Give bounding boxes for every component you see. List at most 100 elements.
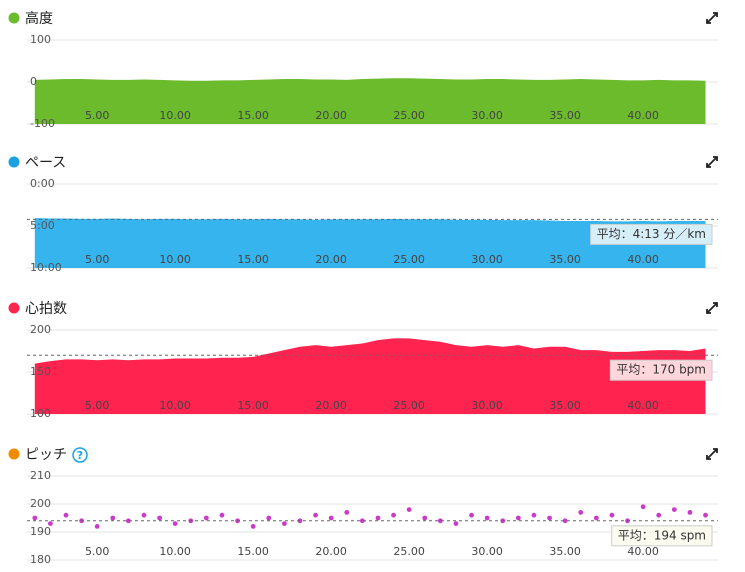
point [94,524,100,529]
x-tick-label: 35.00 [549,545,581,558]
expand-arrows[interactable] [706,12,718,24]
legend-dot [8,156,20,168]
average-label-bg [611,525,713,547]
point [359,518,365,524]
point [63,512,69,518]
y-tick-label: 0 [30,75,37,88]
point [125,518,131,524]
chart-title: 高度 [25,10,53,27]
point [484,515,490,521]
x-tick-label: 5.00 [85,109,110,122]
y-tick-label: 10:00 [30,261,62,274]
chart-title: ペース [25,155,66,171]
point [531,512,537,518]
x-tick-label: 10.00 [159,253,191,266]
x-tick-label: 25.00 [393,253,425,266]
average-label: 平均：170 bpm [616,363,706,377]
point [172,521,178,526]
point [313,512,318,518]
point [687,510,693,515]
y-tick-label: 200 [30,323,51,336]
x-tick-label: 30.00 [471,109,503,122]
y-tick-label: 5:00 [30,219,55,232]
expand-arrows[interactable] [706,156,718,168]
point [609,512,615,518]
point [593,515,599,521]
point [281,521,287,526]
help-text[interactable]: ? [77,449,83,462]
expand-icon[interactable] [706,156,718,168]
expand-icon[interactable] [706,302,718,314]
y-tick-label: 210 [30,469,51,482]
x-tick-label: 15.00 [237,253,269,266]
average-label-bg [590,223,713,245]
point [32,515,38,521]
point [406,507,412,512]
y-tick-label: 190 [30,525,51,538]
x-tick-label: 20.00 [315,545,347,558]
point [157,515,162,521]
x-tick-label: 5.00 [85,253,110,266]
point [422,515,428,521]
x-tick-label: 40.00 [627,545,659,558]
y-tick-label: 200 [30,497,51,510]
point [703,512,708,518]
area [34,338,706,414]
point [656,512,662,518]
point [391,512,396,518]
point [578,510,584,515]
y-tick-label: 100 [30,33,51,46]
area [34,78,706,124]
x-tick-label: 40.00 [627,253,659,266]
x-tick-label: 10.00 [159,109,191,122]
x-tick-label: 15.00 [237,109,269,122]
expand-icon[interactable] [706,448,718,460]
legend-dot [8,12,20,24]
y-tick-label: 180 [30,553,51,566]
point [141,512,147,518]
x-tick-label: 25.00 [393,545,425,558]
point [515,515,521,521]
point [640,504,646,510]
x-tick-label: 35.00 [549,109,581,122]
x-tick-label: 15.00 [237,545,269,558]
legend-dot [8,302,20,314]
y-tick-label: 100 [30,407,51,420]
point [671,507,677,512]
point [469,512,474,518]
point [375,515,381,521]
x-tick-label: 10.00 [159,545,191,558]
average-label: 平均：194 spm [618,528,706,542]
point [47,521,53,526]
expand-arrows[interactable] [706,302,718,314]
x-tick-label: 15.00 [237,399,269,412]
average-label-bg [609,359,713,381]
point [562,518,568,524]
point [250,524,256,529]
y-tick-label: 0:00 [30,177,55,190]
y-tick-label: 150 [30,365,51,378]
x-tick-label: 20.00 [315,109,347,122]
area [34,218,706,268]
expand-icon[interactable] [706,12,718,24]
x-tick-label: 5.00 [85,399,110,412]
x-tick-label: 5.00 [85,545,110,558]
point [453,521,459,526]
x-tick-label: 30.00 [471,545,503,558]
help-icon[interactable] [72,447,88,463]
expand-arrows[interactable] [706,448,718,460]
x-tick-label: 30.00 [471,253,503,266]
x-tick-label: 35.00 [549,253,581,266]
x-tick-label: 25.00 [393,399,425,412]
x-tick-label: 10.00 [159,399,191,412]
point [266,515,272,521]
point [328,515,334,521]
x-tick-label: 40.00 [627,399,659,412]
chart-title: ピッチ [25,447,67,463]
point [110,515,116,521]
point [547,515,552,521]
x-tick-label: 20.00 [315,399,347,412]
x-tick-label: 30.00 [471,399,503,412]
x-tick-label: 20.00 [315,253,347,266]
average-label: 平均：4:13 分／km [597,227,706,241]
